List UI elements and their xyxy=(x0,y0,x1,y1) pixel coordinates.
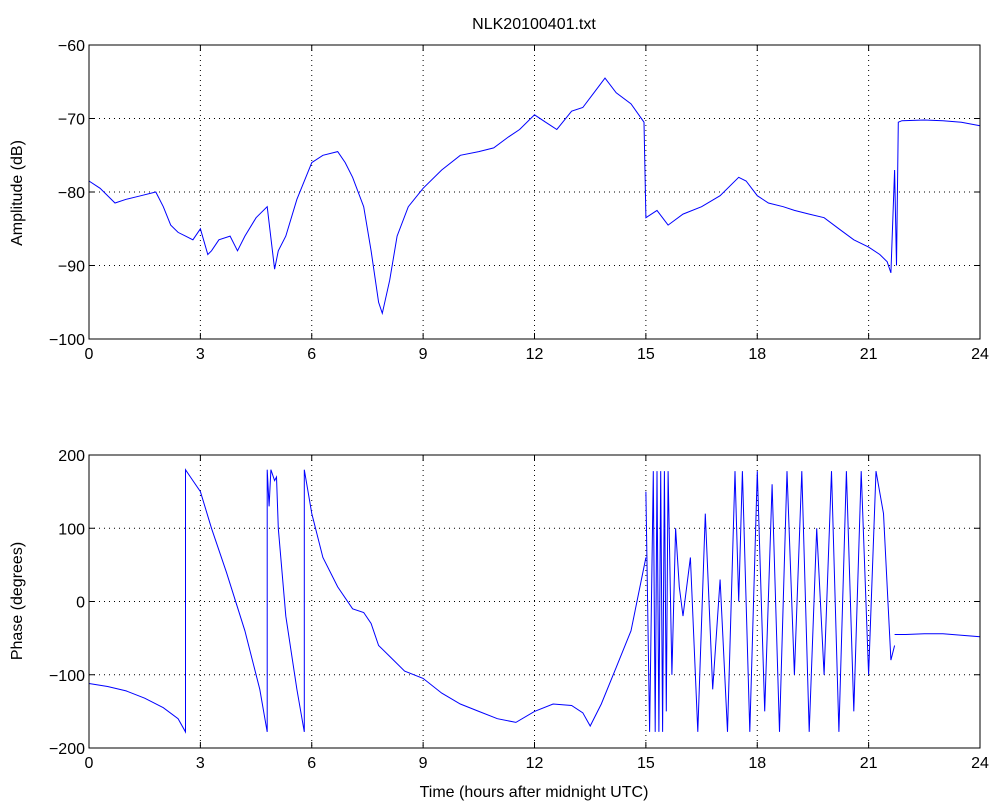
phase-x-tick-label: 6 xyxy=(307,755,316,772)
phase-series-line xyxy=(645,471,896,732)
amplitude-panel: 0 3 6 9 12 15 18 21 24 −100 −90 −80 −70 −60 xyxy=(49,38,989,363)
phase-series-line xyxy=(88,468,647,734)
phase-series-line xyxy=(894,633,981,638)
phase-y-axis-label: Phase (degrees) xyxy=(9,542,26,660)
amplitude-x-tick-label: 24 xyxy=(971,346,989,363)
amplitude-x-tick-label: 3 xyxy=(196,346,205,363)
amplitude-y-tick-label: −80 xyxy=(58,185,85,202)
amplitude-y-tick-label: −60 xyxy=(58,38,85,55)
amplitude-x-tick-label: 12 xyxy=(526,346,544,363)
phase-x-tick-label: 21 xyxy=(860,755,878,772)
phase-x-tick-label: 0 xyxy=(85,755,94,772)
amplitude-y-tick-label: −70 xyxy=(58,112,85,129)
phase-y-tick-label: −200 xyxy=(49,741,85,758)
phase-x-tick-label: 18 xyxy=(748,755,766,772)
amplitude-series-line xyxy=(88,77,981,316)
phase-y-tick-label: 0 xyxy=(76,595,85,612)
phase-panel: 0 3 6 9 12 15 18 21 24 −200 −100 0 100 200 xyxy=(49,448,989,772)
time-x-axis-label: Time (hours after midnight UTC) xyxy=(420,784,649,801)
phase-x-tick-label: 9 xyxy=(419,755,428,772)
phase-x-tick-label: 3 xyxy=(196,755,205,772)
amplitude-x-tick-label: 18 xyxy=(748,346,766,363)
amplitude-y-tick-label: −90 xyxy=(58,259,85,276)
amplitude-x-tick-label: 6 xyxy=(307,346,316,363)
amplitude-x-tick-label: 9 xyxy=(419,346,428,363)
phase-x-tick-label: 12 xyxy=(526,755,544,772)
amplitude-x-tick-label: 21 xyxy=(860,346,878,363)
amplitude-y-tick-label: −100 xyxy=(49,332,85,349)
amplitude-x-tick-label: 0 xyxy=(85,346,94,363)
chart-title: NLK20100401.txt xyxy=(472,16,596,33)
phase-x-tick-label: 15 xyxy=(637,755,655,772)
phase-y-tick-label: −100 xyxy=(49,668,85,685)
amplitude-y-axis-label: Amplitude (dB) xyxy=(9,140,26,246)
amplitude-x-tick-label: 15 xyxy=(637,346,655,363)
phase-y-tick-label: 200 xyxy=(58,448,85,465)
phase-y-tick-label: 100 xyxy=(58,521,85,538)
phase-x-tick-label: 24 xyxy=(971,755,989,772)
